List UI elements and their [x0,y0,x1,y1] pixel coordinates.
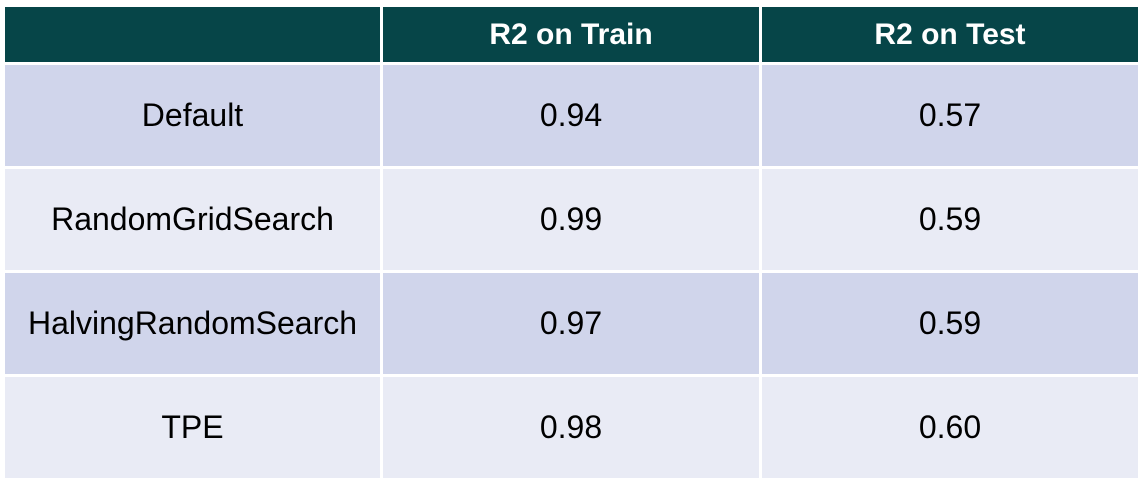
cell-r2-train: 0.98 [383,377,759,478]
cell-method: RandomGridSearch [5,169,380,270]
results-table: R2 on Train R2 on Test Default 0.94 0.57… [2,4,1141,481]
cell-r2-train: 0.97 [383,273,759,374]
table-row: TPE 0.98 0.60 [5,377,1138,478]
cell-method: TPE [5,377,380,478]
cell-method: Default [5,65,380,166]
table-row: HalvingRandomSearch 0.97 0.59 [5,273,1138,374]
cell-r2-test: 0.59 [762,169,1138,270]
cell-r2-train: 0.99 [383,169,759,270]
cell-r2-test: 0.60 [762,377,1138,478]
table-row: Default 0.94 0.57 [5,65,1138,166]
table-header-row: R2 on Train R2 on Test [5,7,1138,62]
cell-r2-train: 0.94 [383,65,759,166]
table-row: RandomGridSearch 0.99 0.59 [5,169,1138,270]
cell-method: HalvingRandomSearch [5,273,380,374]
header-cell-r2-train: R2 on Train [383,7,759,62]
cell-r2-test: 0.59 [762,273,1138,374]
cell-r2-test: 0.57 [762,65,1138,166]
header-cell-method [5,7,380,62]
header-cell-r2-test: R2 on Test [762,7,1138,62]
